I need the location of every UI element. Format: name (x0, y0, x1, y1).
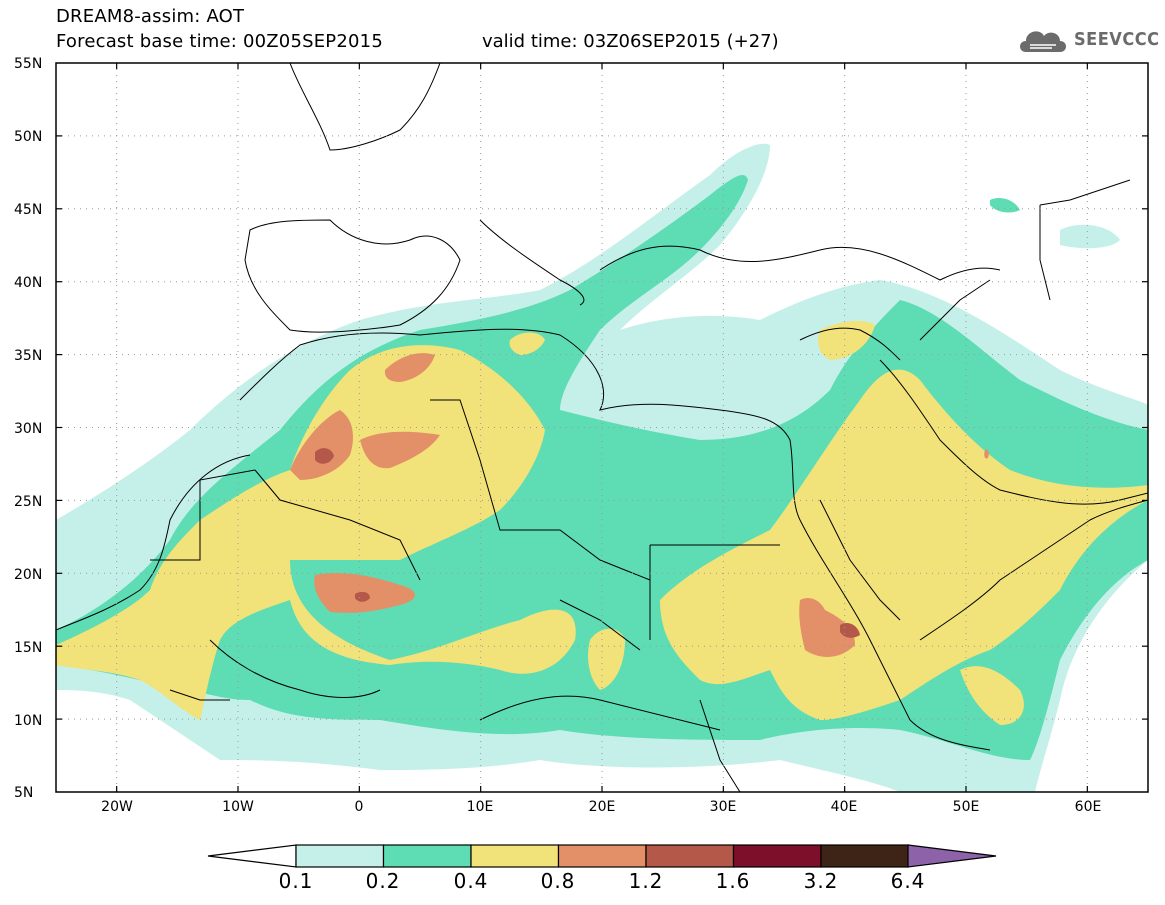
colorbar-label: 1.2 (628, 869, 664, 893)
lon-label: 20W (101, 799, 133, 815)
colorbar-label: 3.2 (803, 869, 839, 893)
lon-label: 40E (830, 799, 858, 815)
colorbar-label: 6.4 (890, 869, 926, 893)
lat-label: 20N (14, 567, 43, 583)
colorbar-box (382, 844, 472, 868)
lat-label: 5N (14, 785, 34, 801)
aot-level-0.4 (56, 320, 1148, 725)
seevccc-logo: SEEVCCC (1016, 22, 1160, 58)
colorbar-label: 0.4 (453, 869, 489, 893)
lat-label: 50N (14, 129, 43, 145)
lat-label: 15N (14, 640, 43, 656)
lat-label: 55N (14, 56, 43, 72)
axis-ticks (56, 63, 1148, 792)
lon-label: 10E (466, 799, 494, 815)
colorbar-box (732, 844, 822, 868)
colorbar-box (557, 844, 647, 868)
lon-label: 10W (222, 799, 254, 815)
lon-label: 50E (952, 799, 980, 815)
lon-label: 0 (354, 799, 364, 815)
colorbar-high-arrow (907, 844, 997, 868)
aot-level-1.2 (315, 448, 860, 638)
lat-label: 30N (14, 421, 43, 437)
colorbar-box (295, 844, 385, 868)
colorbar-box (645, 844, 735, 868)
lat-label: 40N (14, 275, 43, 291)
colorbar-low-arrow (207, 844, 297, 868)
logo-text: SEEVCCC (1074, 29, 1160, 50)
coastlines (56, 63, 1148, 792)
lon-label: 60E (1074, 799, 1102, 815)
colorbar-box (820, 844, 910, 868)
lat-label: 35N (14, 348, 43, 364)
valid-time: valid time: 03Z06SEP2015 (+27) (482, 31, 779, 52)
forecast-base-time: Forecast base time: 00Z05SEP2015 (56, 31, 383, 52)
colorbar-label: 0.2 (365, 869, 401, 893)
colorbar-box (470, 844, 560, 868)
map-title: DREAM8-assim: AOT (56, 6, 245, 27)
lat-label: 25N (14, 494, 43, 510)
lon-label: 20E (588, 799, 616, 815)
lat-label: 45N (14, 202, 43, 218)
colorbar-label: 0.8 (540, 869, 576, 893)
colorbar-label: 1.6 (715, 869, 751, 893)
cloud-icon (1020, 31, 1066, 52)
lon-label: 30E (709, 799, 737, 815)
lat-label: 10N (14, 713, 43, 729)
colorbar-boxes (295, 844, 910, 868)
colorbar-label: 0.1 (278, 869, 314, 893)
gridlines (56, 63, 1148, 792)
